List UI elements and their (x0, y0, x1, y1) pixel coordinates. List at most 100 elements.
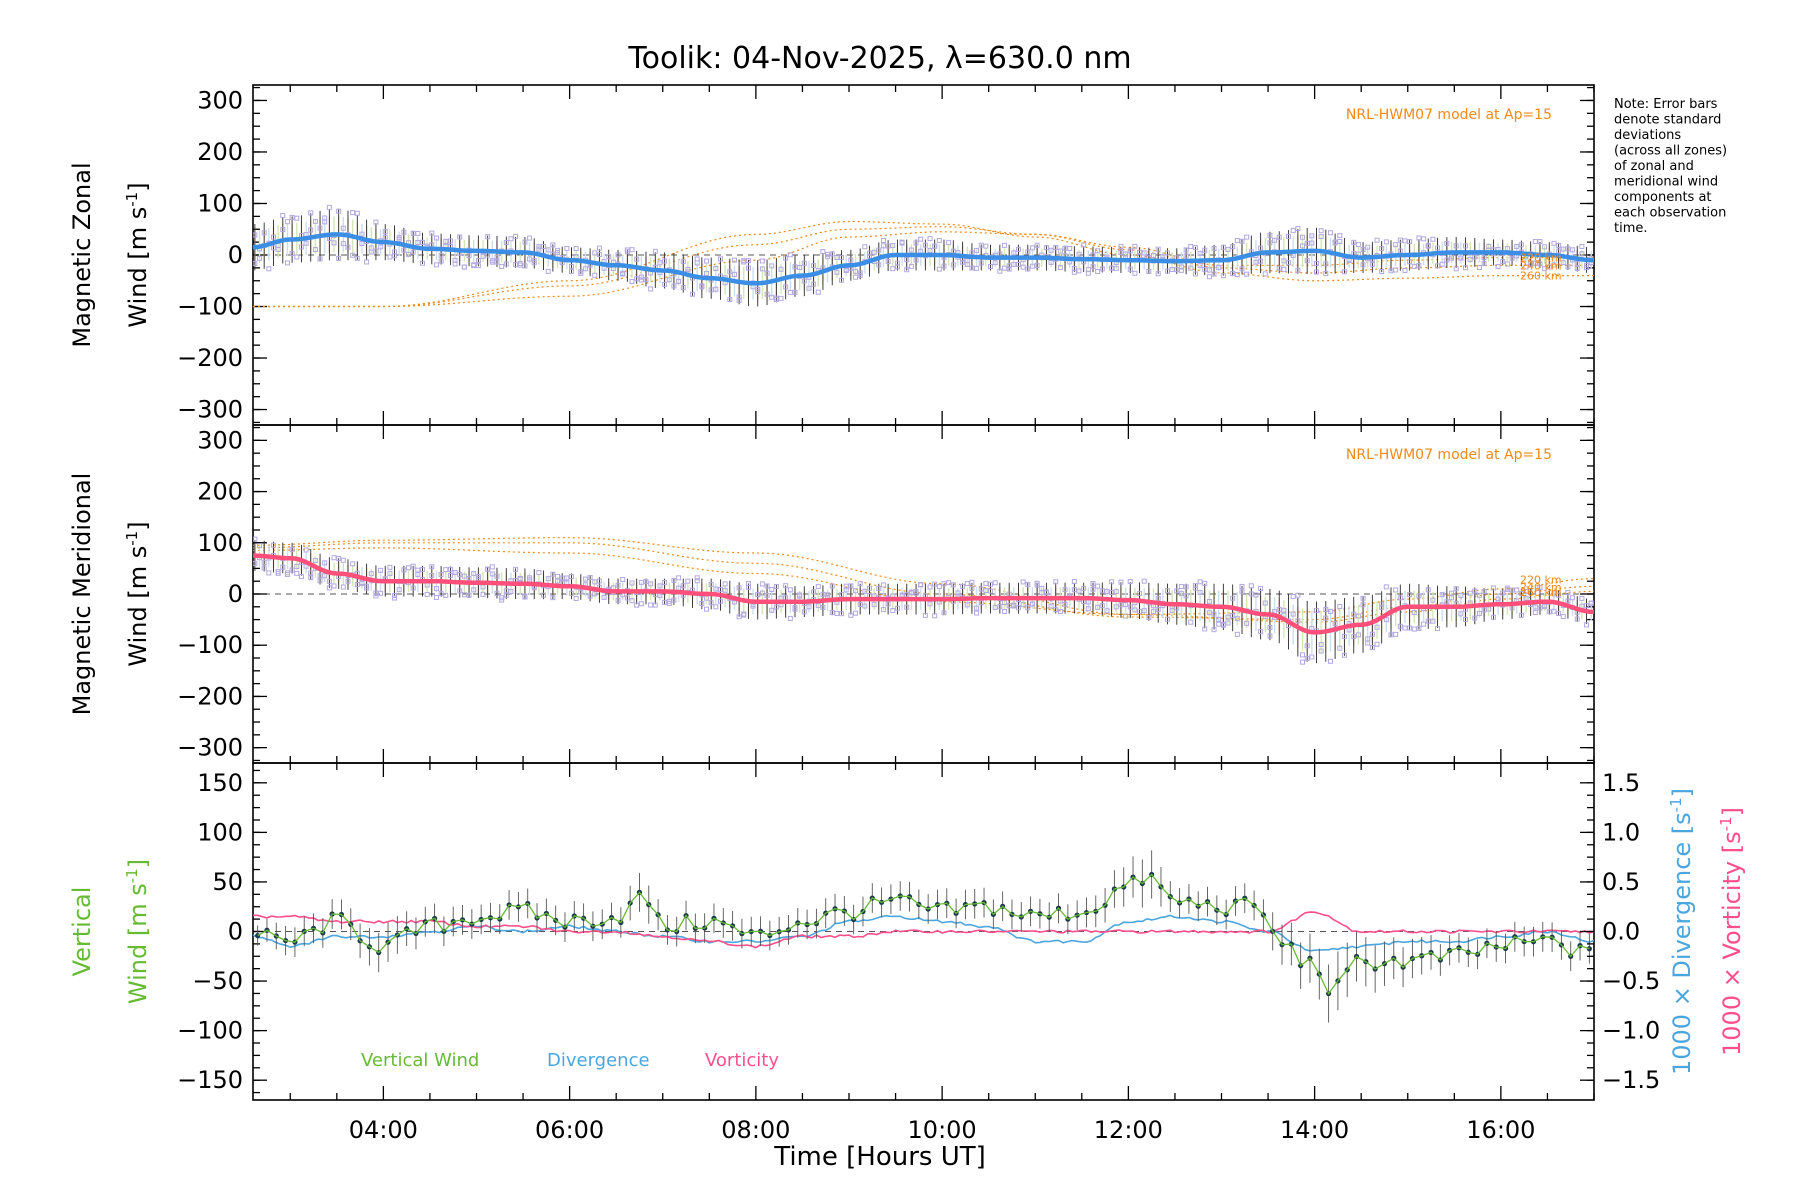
zone-point (1202, 247, 1208, 253)
zone-point (475, 263, 481, 269)
note-line: components at (1614, 190, 1712, 205)
zone-point (880, 607, 886, 613)
zone-point (1090, 252, 1096, 258)
vorticity-line (253, 911, 1594, 949)
zone-point (1244, 620, 1250, 626)
zone-point (745, 258, 751, 264)
zone-point (564, 245, 570, 251)
zone-point (1151, 609, 1157, 615)
right-axis-label-divergence: 1000 × Divergence [s-1] (1667, 788, 1696, 1075)
zone-point (1588, 600, 1594, 606)
zone-point (792, 289, 798, 295)
zone-point (1323, 606, 1329, 612)
zone-point (564, 575, 570, 581)
zone-point (1276, 606, 1282, 612)
zone-point (513, 233, 519, 239)
zone-point (778, 266, 784, 272)
zone-point (731, 257, 737, 263)
zone-point (708, 582, 714, 588)
note-line: deviations (1614, 128, 1681, 143)
zone-point (927, 601, 933, 607)
zone-point (592, 272, 598, 278)
zone-point (275, 569, 281, 575)
y-tick-label: 0 (228, 580, 243, 608)
zone-point (508, 236, 514, 242)
zone-point (629, 580, 635, 586)
zone-point (1374, 624, 1380, 630)
zone-point (266, 570, 272, 576)
zone-point (1472, 588, 1478, 594)
zone-point (1388, 268, 1394, 274)
zone-point (1137, 609, 1143, 615)
zone-point (592, 591, 598, 597)
zone-point (801, 609, 807, 615)
zone-point (382, 234, 388, 240)
zone-point (503, 592, 509, 598)
zone-point (699, 600, 705, 606)
zone-point (1453, 243, 1459, 249)
zone-point (1556, 610, 1562, 616)
zone-point (1341, 633, 1347, 639)
zone-point (1234, 272, 1240, 278)
zone-point (1313, 261, 1319, 267)
zone-point (1500, 590, 1506, 596)
zone-point (671, 577, 677, 583)
zone-point (1430, 236, 1436, 242)
zone-point (289, 546, 295, 552)
zone-point (773, 295, 779, 301)
zone-point (946, 240, 952, 246)
zone-point (368, 249, 374, 255)
zone-point (662, 281, 668, 287)
y-tick-label: 0 (228, 241, 243, 269)
zone-point (680, 259, 686, 265)
zone-point (1351, 239, 1357, 245)
zone-point (1309, 233, 1315, 239)
zone-point (294, 570, 300, 576)
zone-point (1281, 258, 1287, 264)
zone-point (662, 258, 668, 264)
zone-point (1355, 613, 1361, 619)
zone-point (345, 244, 351, 250)
zone-point (1565, 246, 1571, 252)
zone-point (513, 262, 519, 268)
zone-point (1178, 267, 1184, 273)
y-label-exponent: -1 (123, 192, 141, 207)
zone-point (494, 259, 500, 265)
zone-point (694, 256, 700, 262)
zone-point (522, 239, 528, 245)
zone-point (704, 606, 710, 612)
zone-point (676, 575, 682, 581)
zone-point (1495, 596, 1501, 602)
zone-point (1006, 266, 1012, 272)
zone-point (573, 246, 579, 252)
zone-point (489, 564, 495, 570)
zone-point (261, 559, 267, 565)
zone-point (382, 229, 388, 235)
zone-point (1327, 608, 1333, 614)
zone-point (853, 274, 859, 280)
zone-point (1290, 227, 1296, 233)
zone-point (312, 247, 318, 253)
zone-point (331, 555, 337, 561)
zone-point (1551, 262, 1557, 268)
zone-point (1337, 603, 1343, 609)
zone-point (974, 605, 980, 611)
x-tick-label: 08:00 (721, 1116, 790, 1144)
zone-point (974, 265, 980, 271)
zone-point (1532, 610, 1538, 616)
panel-data (253, 204, 1594, 308)
panel-data (253, 850, 1594, 1023)
zone-point (1430, 597, 1436, 603)
zone-point (1304, 258, 1310, 264)
zone-point (941, 581, 947, 587)
zone-point (308, 210, 314, 216)
zone-point (704, 258, 710, 264)
zone-point (1290, 593, 1296, 599)
zone-point (1053, 244, 1059, 250)
zone-point (471, 262, 477, 268)
y-label-word: Wind (124, 936, 152, 1004)
zone-point (624, 249, 630, 255)
zone-point (1197, 589, 1203, 595)
zone-point (666, 277, 672, 283)
